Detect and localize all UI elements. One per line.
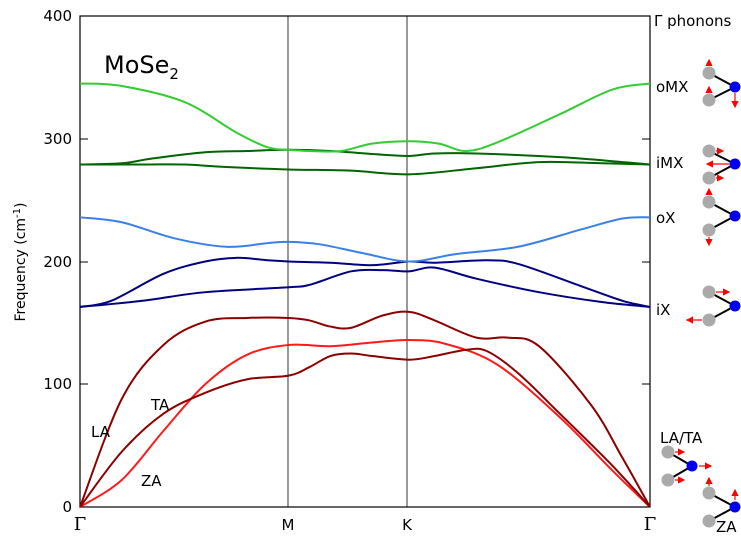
mode-diagram-za: [702, 476, 741, 528]
mo-atom: [729, 158, 741, 170]
se-atom: [661, 445, 675, 459]
se-atom: [702, 285, 716, 299]
se-atom: [702, 195, 716, 209]
se-atom: [702, 171, 716, 185]
se-atom: [702, 223, 716, 237]
mo-atom: [729, 501, 741, 513]
mode-label-imx: iMX: [656, 154, 683, 172]
se-atom: [702, 514, 716, 528]
y-tick-label: 400: [43, 7, 72, 25]
se-atom: [702, 486, 716, 500]
branch-label-ta: TA: [150, 396, 170, 414]
phonon-branch-7: [80, 160, 651, 176]
y-axis-title-close: ): [13, 202, 29, 207]
mo-atom: [686, 460, 698, 472]
mode-label-omx: oMX: [656, 78, 688, 96]
right-panel-heading: Γ phonons: [654, 12, 732, 30]
y-tick-label: 0: [62, 498, 72, 516]
se-atom: [702, 144, 716, 158]
phonon-branch-2: [79, 347, 651, 508]
mo-atom: [729, 300, 741, 312]
y-axis-title-main: Frequency (cm: [13, 218, 29, 322]
right-panel-heading-text: Γ phonons: [654, 12, 732, 30]
mode-label-za: ZA: [716, 518, 737, 536]
chart-title-subscript: 2: [169, 65, 179, 83]
branch-label-za: ZA: [141, 472, 162, 490]
mo-atom: [729, 210, 741, 222]
y-axis-title: Frequency (cm-1): [12, 202, 29, 321]
phonon-branch-6: [79, 216, 651, 263]
mode-diagram-imx: [702, 144, 741, 185]
mode-diagram-ix: [685, 285, 741, 327]
mode-diagram-ox: [702, 187, 741, 247]
mode-diagram-lata: [661, 445, 713, 487]
phonon-branch-5: [79, 256, 651, 308]
mode-label-ox: oX: [656, 209, 675, 227]
y-tick-label: 100: [43, 375, 72, 393]
chart-title: MoSe2: [104, 51, 179, 83]
se-atom: [702, 93, 716, 107]
chart-title-main: MoSe: [104, 51, 169, 79]
x-tick-label-gamma-end: Γ: [644, 514, 657, 535]
phonon-branch-4: [79, 266, 651, 308]
mode-label-ix: iX: [656, 301, 670, 319]
y-axis-title-unit: -1: [12, 208, 23, 218]
x-tick-label-k: K: [402, 516, 413, 534]
se-atom: [702, 313, 716, 327]
y-axis: 0 100 200 300 400: [43, 7, 650, 516]
x-tick-label-gamma-start: Γ: [74, 514, 87, 535]
mo-atom: [729, 81, 741, 93]
phonon-branch-9: [79, 82, 651, 153]
dispersion-curves: [79, 82, 651, 508]
phonon-branch-1: [79, 339, 651, 508]
branch-label-la: LA: [91, 423, 111, 441]
y-tick-label: 200: [43, 253, 72, 271]
mode-diagram-omx: [702, 58, 741, 109]
y-tick-label: 300: [43, 130, 72, 148]
se-atom: [702, 66, 716, 80]
phonon-branch-8: [79, 148, 651, 166]
se-atom: [661, 473, 675, 487]
plot-frame: [79, 15, 651, 508]
phonon-branch-3: [79, 310, 651, 508]
mode-label-lata: LA/TA: [660, 429, 703, 447]
x-tick-label-m: M: [282, 516, 295, 534]
